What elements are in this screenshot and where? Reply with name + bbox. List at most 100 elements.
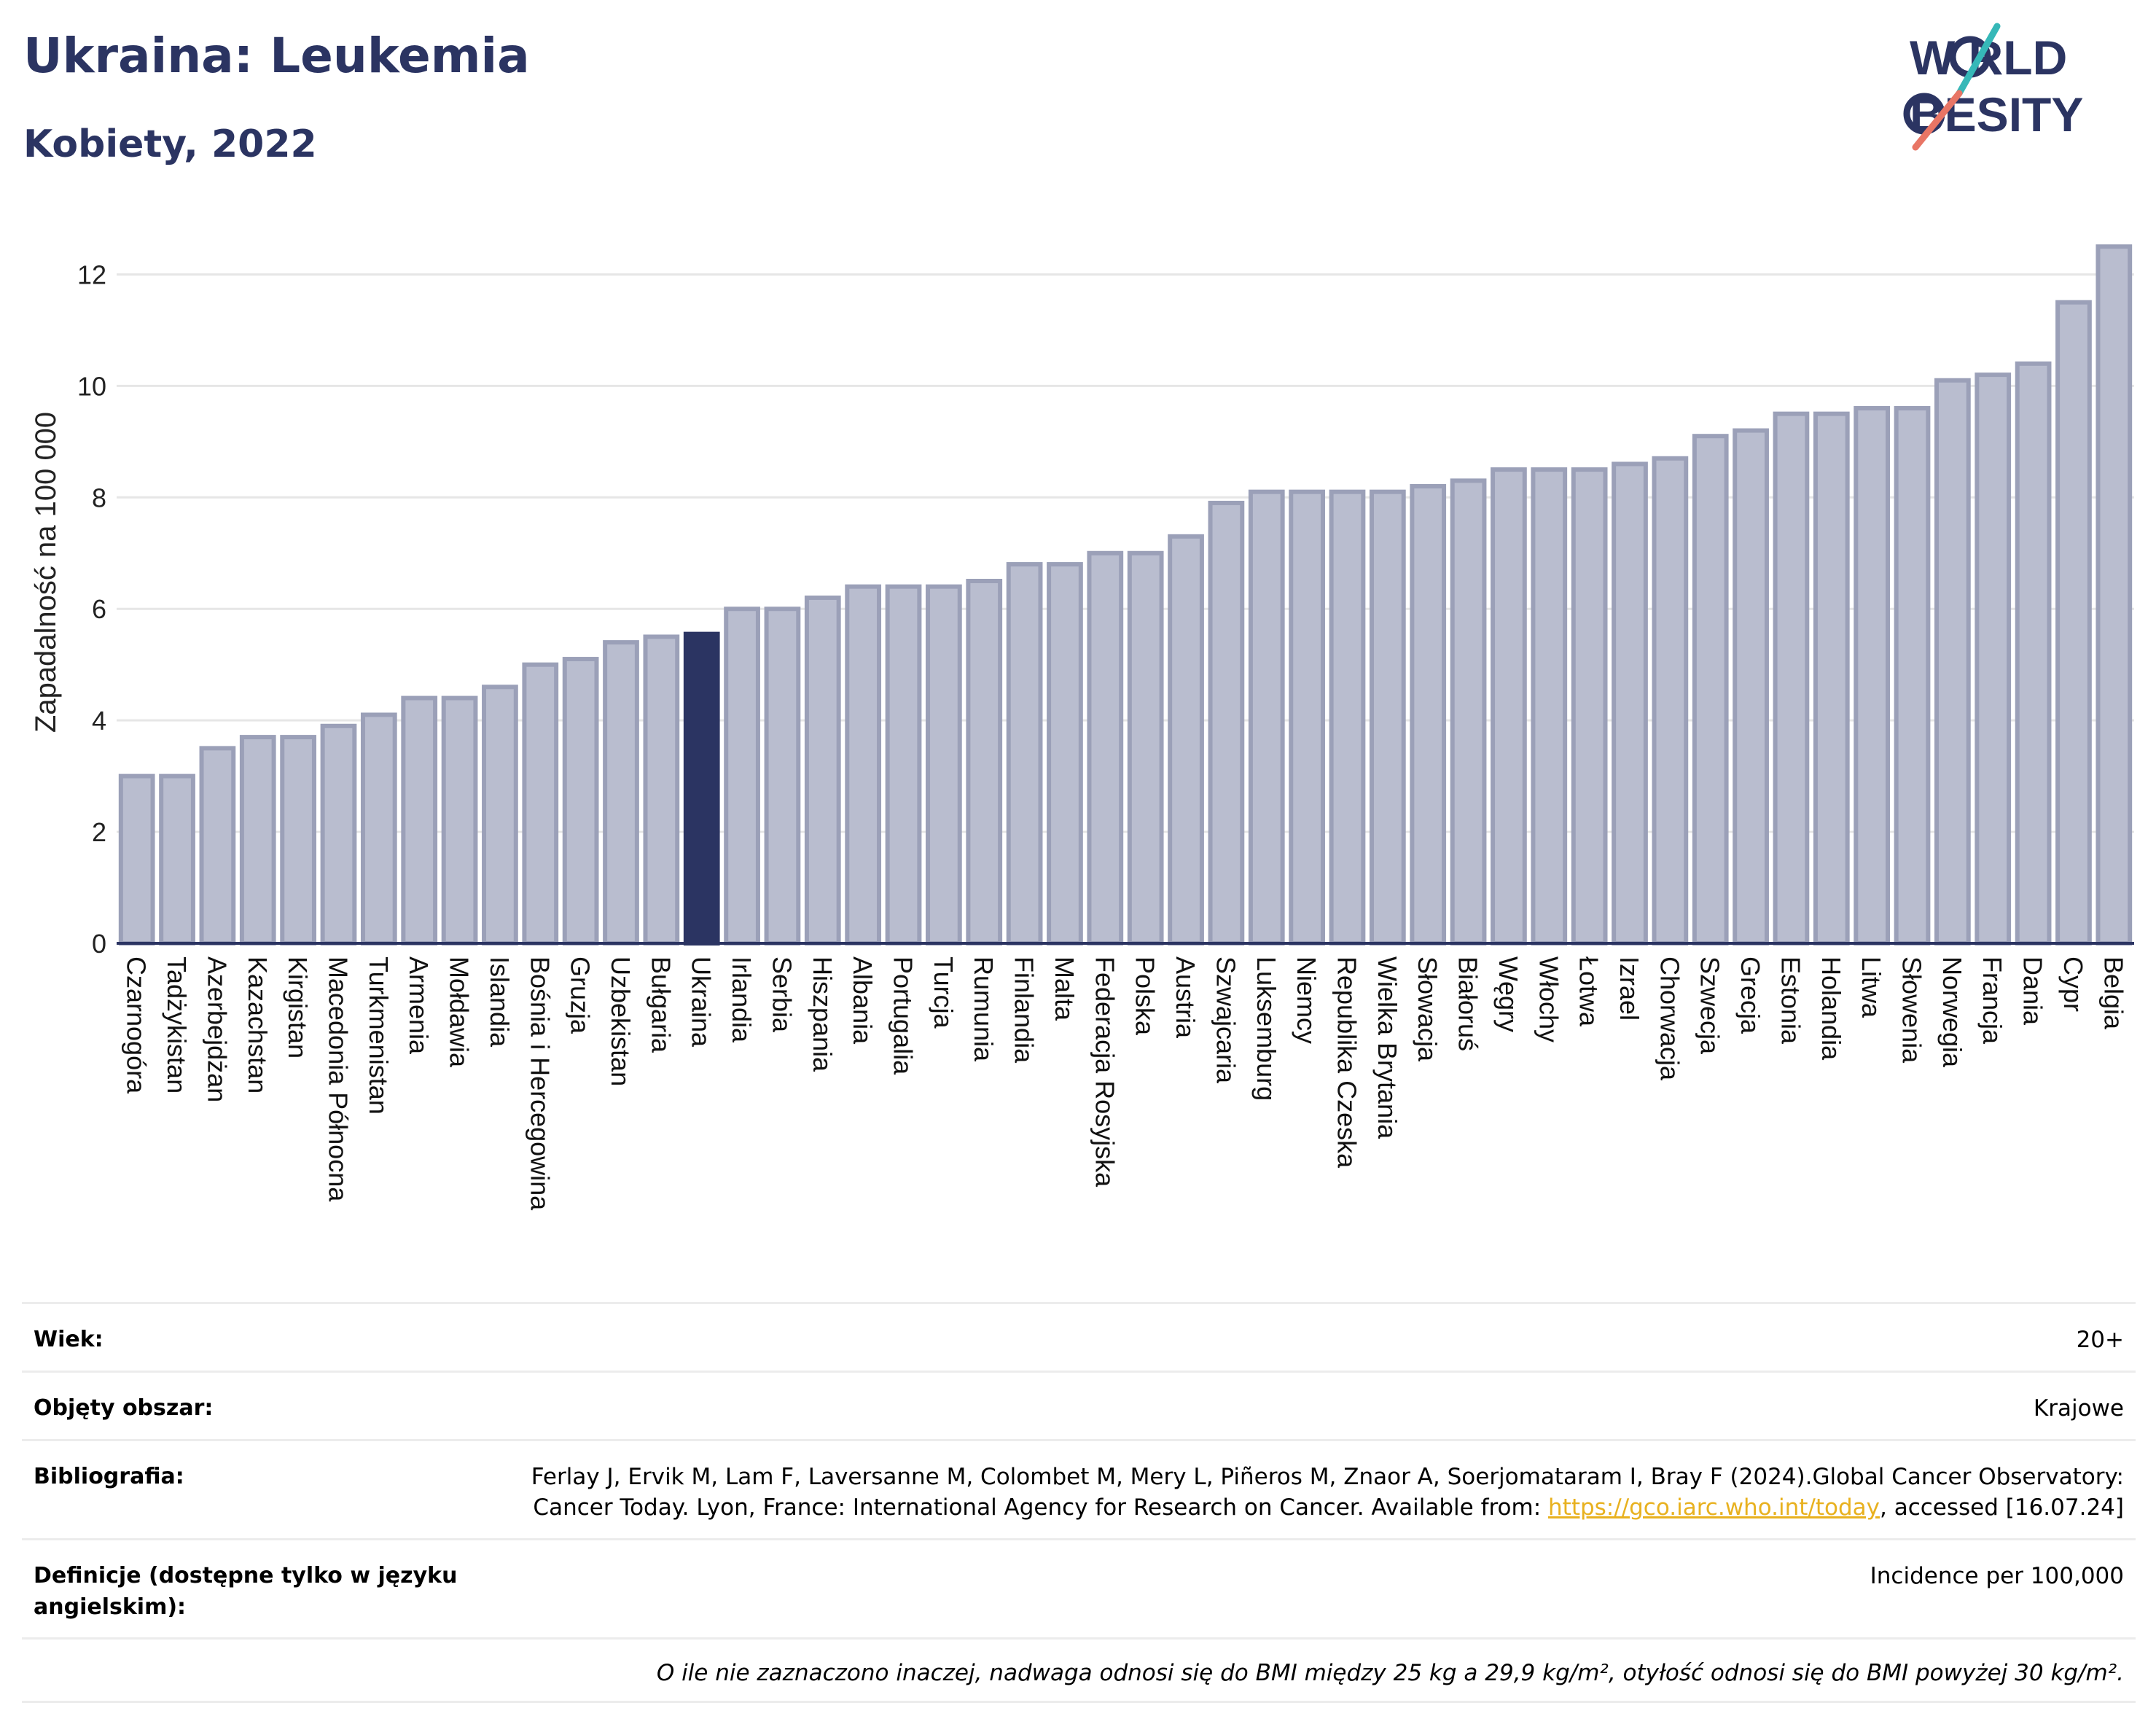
- bar-izrael: [1612, 461, 1648, 946]
- bar-holandia: [1813, 411, 1850, 946]
- bar-litwa: [1854, 405, 1891, 946]
- bar-ukraina: [683, 631, 720, 946]
- x-tick-label: Niemcy: [1292, 956, 1321, 1044]
- x-tick-label: Dania: [2018, 956, 2048, 1026]
- x-tick-label: Białoruś: [1453, 956, 1483, 1051]
- x-tick-label: Uzbekistan: [606, 956, 636, 1086]
- y-tick-label: 12: [77, 260, 106, 289]
- logo-coral-slash: [1912, 90, 1963, 151]
- x-tick-label: Cypr: [2058, 956, 2088, 1012]
- x-tick-label: Turcja: [929, 956, 958, 1029]
- bar-gruzja: [562, 657, 599, 946]
- logo-teal-slash: [1956, 23, 2001, 97]
- bar-wielka-brytania: [1369, 489, 1406, 946]
- bar-federacja-rosyjska: [1087, 550, 1124, 946]
- bar-bułgaria: [643, 634, 680, 946]
- x-tick-label: Wielka Brytania: [1372, 956, 1402, 1139]
- bar-austria: [1168, 534, 1204, 946]
- x-tick-label: Belgia: [2098, 956, 2128, 1030]
- x-tick-label: Norwegia: [1937, 956, 1967, 1068]
- page-title: Ukraina: Leukemia: [23, 28, 530, 84]
- bar-szwajcaria: [1208, 500, 1245, 946]
- bar-azerbejdżan: [199, 746, 236, 946]
- bar-albania: [845, 584, 882, 946]
- bar-tadżykistan: [159, 773, 195, 946]
- bar-niemcy: [1289, 489, 1325, 946]
- bar-włochy: [1531, 467, 1568, 946]
- bar-szwecja: [1692, 434, 1729, 946]
- bar-chart: 0 2 4 6 8 10 12 Czarnogóra Tadżykistan Azerbejdża…: [30, 244, 2134, 1211]
- metadata-table: Wiek: 20+ Objęty obszar: Krajowe Bibliog…: [22, 1302, 2136, 1704]
- x-tick-label: Grecja: [1735, 956, 1765, 1034]
- bar-cypr: [2055, 300, 2092, 946]
- x-tick-label: Bułgaria: [646, 956, 676, 1053]
- bar-czarnogóra: [118, 773, 155, 946]
- x-tick-label: Francja: [1977, 956, 2007, 1045]
- x-tick-label: Tadżykistan: [162, 956, 192, 1093]
- y-tick-label: 0: [92, 929, 106, 959]
- x-tick-label: Albania: [848, 956, 878, 1045]
- bar-armenia: [401, 695, 438, 946]
- x-tick-label: Kirgistan: [283, 956, 313, 1058]
- bar-irlandia: [724, 607, 760, 946]
- bar-portugalia: [885, 584, 922, 946]
- footer-value: 20+: [2076, 1327, 2124, 1353]
- footer-value: Ferlay J, Ervik M, Lam F, Laversanne M, …: [491, 1462, 2124, 1524]
- bar-republika-czeska: [1329, 489, 1366, 946]
- logo-line2: BESITY: [1910, 87, 2083, 141]
- footer-label: Wiek:: [34, 1327, 103, 1352]
- bar-słowenia: [1894, 405, 1931, 946]
- footer-row-coverage: Objęty obszar: Krajowe: [22, 1370, 2136, 1439]
- bar-malta: [1047, 562, 1083, 946]
- bar-norwegia: [1934, 378, 1971, 946]
- x-tick-label: Chorwacja: [1655, 956, 1684, 1081]
- bar-dania: [2015, 361, 2052, 946]
- bar-estonia: [1773, 411, 1810, 946]
- source-link[interactable]: https://gco.iarc.who.int/today: [1548, 1494, 1880, 1521]
- x-tick-label: Armenia: [404, 956, 434, 1055]
- x-tick-label: Litwa: [1856, 956, 1886, 1018]
- page-subtitle: Kobiety, 2022: [23, 122, 317, 166]
- footer-label: Definicje (dostępne tylko w języku angie…: [34, 1563, 458, 1620]
- y-tick-label: 2: [92, 817, 106, 847]
- x-tick-label: Szwajcaria: [1211, 956, 1241, 1084]
- bar-belgia: [2096, 244, 2133, 946]
- bar-chorwacja: [1652, 456, 1689, 946]
- x-tick-label: Czarnogóra: [122, 956, 152, 1094]
- x-tick-label: Azerbejdżan: [202, 956, 232, 1102]
- x-tick-label: Łotwa: [1574, 956, 1604, 1027]
- bar-serbia: [764, 607, 801, 946]
- bmi-note: O ile nie zaznaczono inaczej, nadwaga od…: [656, 1660, 2124, 1687]
- x-tick-label: Polska: [1130, 956, 1160, 1036]
- x-tick-label: Federacja Rosyjska: [1090, 956, 1120, 1188]
- footer-label: Bibliografia:: [34, 1463, 184, 1489]
- bar-białoruś: [1450, 478, 1487, 946]
- bar-mołdawia: [441, 695, 478, 946]
- x-tick-label: Rumunia: [969, 956, 999, 1062]
- bar-turkmenistan: [360, 712, 397, 946]
- x-tick-label: Malta: [1050, 956, 1079, 1021]
- footer-label: Objęty obszar:: [34, 1395, 214, 1421]
- x-tick-label: Estonia: [1776, 956, 1805, 1045]
- bar-kazachstan: [239, 735, 276, 946]
- x-tick-label: Luksemburg: [1251, 956, 1281, 1101]
- bar-grecja: [1733, 428, 1769, 946]
- x-tick-label: Słowacja: [1413, 956, 1442, 1062]
- bar-węgry: [1491, 467, 1527, 946]
- bar-uzbekistan: [603, 640, 639, 946]
- footer-value: Incidence per 100,000: [1870, 1563, 2124, 1590]
- x-tick-label: Ukraina: [687, 956, 716, 1048]
- footer-value: Krajowe: [2033, 1395, 2124, 1422]
- x-tick-label: Włochy: [1534, 956, 1563, 1042]
- x-tick-label: Irlandia: [727, 956, 757, 1043]
- bar-rumunia: [966, 579, 1003, 946]
- bar-luksemburg: [1248, 489, 1285, 946]
- x-tick-label: Bośnia i Hercegowina: [525, 956, 555, 1211]
- bar-bośnia-i-hercegowina: [522, 662, 559, 946]
- x-tick-label: Słowenia: [1897, 956, 1927, 1064]
- x-tick-label: Republika Czeska: [1332, 956, 1362, 1169]
- x-tick-label: Izrael: [1614, 956, 1644, 1021]
- bar-łotwa: [1571, 467, 1608, 946]
- x-tick-label: Holandia: [1816, 956, 1846, 1061]
- bar-hiszpania: [804, 595, 841, 946]
